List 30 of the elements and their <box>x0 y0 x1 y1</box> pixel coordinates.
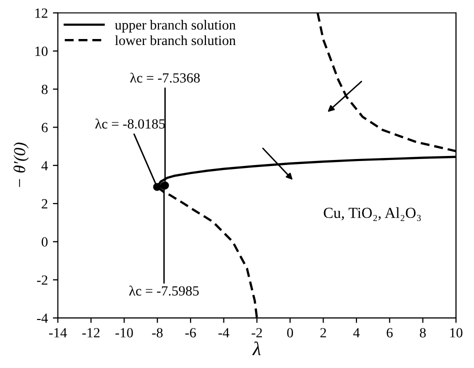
x-tick-label: -8 <box>152 328 163 338</box>
annotation: λc = -7.5368 <box>130 72 200 83</box>
y-tick-label: -2 <box>37 275 48 285</box>
x-tick-label: 2 <box>320 328 326 338</box>
y-tick-label: 6 <box>42 122 48 132</box>
y-axis-title: − θ′(0) <box>13 142 29 187</box>
annotation: λc = -7.5985 <box>129 286 199 296</box>
x-tick-label: -14 <box>49 328 67 338</box>
x-tick-label: -6 <box>185 328 196 338</box>
y-tick-label: 12 <box>35 8 48 18</box>
x-tick-label: 4 <box>353 328 360 338</box>
x-tick-label: 8 <box>420 328 426 338</box>
x-tick-label: 6 <box>386 328 393 338</box>
x-tick-label: -10 <box>115 328 133 338</box>
x-tick-label: 0 <box>287 328 294 338</box>
y-tick-label: 8 <box>42 84 48 94</box>
x-tick-label: -12 <box>82 328 100 338</box>
x-tick-label: 10 <box>450 328 462 338</box>
x-tick-label: -2 <box>252 328 262 338</box>
annotation: λc = -8.0185 <box>95 118 165 129</box>
y-tick-label: 4 <box>41 161 48 170</box>
x-tick-label: -4 <box>218 328 230 338</box>
y-tick-label: 10 <box>35 46 48 56</box>
y-tick-label: -4 <box>37 314 48 323</box>
x-axis-title: λ <box>252 341 261 356</box>
legend-label: lower branch solution <box>115 35 236 46</box>
y-tick-label: 0 <box>42 237 48 247</box>
y-tick-label: 2 <box>42 199 48 208</box>
legend-label: upper branch solution <box>114 20 236 33</box>
annotation: Cu, TiO₂, Al₂O₃ <box>324 207 421 222</box>
